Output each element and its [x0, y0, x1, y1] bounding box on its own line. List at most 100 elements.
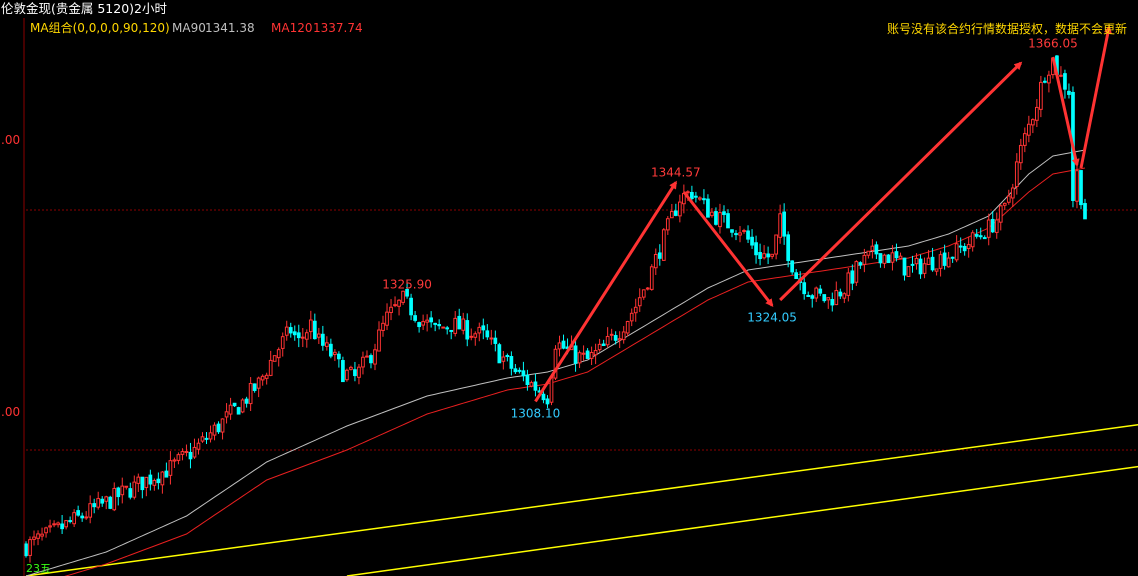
candle — [1006, 189, 1011, 205]
candle — [96, 491, 101, 510]
candle — [120, 477, 125, 504]
channel-lines — [25, 424, 1138, 576]
candle — [188, 442, 193, 469]
candle-body — [850, 270, 855, 284]
candle — [637, 288, 642, 312]
candle-body — [104, 496, 109, 502]
candle — [726, 209, 730, 229]
candle-body — [260, 375, 265, 381]
candle-body — [613, 335, 618, 341]
candle — [605, 327, 610, 348]
candle — [617, 331, 622, 349]
candle — [842, 292, 847, 304]
candle-body — [124, 485, 129, 488]
candle — [730, 229, 734, 238]
candle — [702, 189, 706, 205]
candle-body — [485, 330, 490, 338]
candle-body — [766, 253, 770, 258]
candle — [774, 234, 778, 260]
trend-arrow-4 — [1051, 56, 1080, 167]
candle — [365, 350, 369, 358]
candle — [906, 266, 911, 277]
candle — [826, 297, 831, 309]
candle-body — [770, 253, 774, 257]
candle-body — [365, 355, 369, 358]
candle — [698, 196, 702, 201]
candle-body — [914, 257, 919, 265]
candle-body — [958, 245, 963, 248]
candle-body — [204, 437, 209, 440]
candle-body — [621, 331, 626, 341]
candle-body — [1022, 133, 1027, 146]
candle — [1063, 69, 1067, 99]
candle-body — [702, 198, 706, 201]
candle — [657, 244, 662, 266]
candle-body — [244, 398, 249, 404]
candle-body — [417, 322, 421, 328]
price-label-low: 1308.10 — [511, 406, 561, 420]
candle-body — [738, 232, 742, 236]
candle-body — [449, 329, 454, 332]
candle-body — [192, 446, 197, 458]
candle — [934, 268, 939, 276]
candle-body — [489, 337, 494, 340]
candle — [601, 339, 606, 347]
candle — [673, 203, 678, 217]
candle-body — [52, 523, 56, 526]
candle-body — [292, 331, 297, 336]
candle — [216, 421, 221, 434]
candle-body — [830, 299, 835, 306]
candle-body — [1002, 202, 1007, 206]
candle — [128, 482, 133, 500]
candle-body — [256, 377, 261, 389]
candle-body — [730, 229, 734, 233]
candle-body — [561, 340, 566, 349]
candle-body — [994, 219, 999, 233]
candle — [409, 293, 413, 321]
candle — [641, 289, 646, 300]
candle-body — [160, 471, 165, 486]
candle-body — [834, 290, 839, 306]
candle — [369, 353, 373, 369]
candle — [32, 530, 36, 546]
candle — [593, 343, 598, 365]
candle-body — [320, 333, 325, 346]
candle-body — [581, 352, 586, 355]
candle — [577, 350, 582, 369]
candle — [866, 250, 871, 259]
channel-line-1 — [25, 424, 1138, 576]
candle — [272, 355, 277, 362]
candle — [734, 230, 738, 241]
candle — [236, 406, 241, 415]
candle-body — [910, 263, 915, 266]
candle — [212, 422, 217, 441]
candle — [950, 256, 955, 263]
candle — [48, 519, 52, 533]
candle-body — [397, 299, 401, 307]
candle — [252, 383, 257, 393]
candle-body — [188, 451, 193, 460]
candle — [112, 482, 117, 512]
candle — [268, 350, 273, 377]
candle-body — [377, 329, 381, 352]
candle — [421, 314, 425, 330]
candle-body — [854, 261, 859, 283]
candle — [316, 327, 321, 345]
candle — [802, 277, 807, 300]
candle — [1030, 118, 1035, 134]
candle — [136, 473, 141, 492]
candle — [385, 303, 389, 331]
candle-body — [280, 336, 285, 349]
candle — [557, 335, 562, 357]
candle-body — [248, 383, 253, 405]
candle — [1022, 127, 1027, 153]
candle — [345, 368, 349, 382]
candle-body — [240, 399, 245, 413]
candle — [517, 367, 522, 374]
candle-body — [585, 350, 590, 359]
candle-body — [329, 343, 333, 357]
y-axis-label-lower: .00 — [1, 405, 20, 419]
candle-body — [1079, 170, 1083, 206]
candle — [497, 342, 502, 364]
candle — [501, 350, 506, 370]
